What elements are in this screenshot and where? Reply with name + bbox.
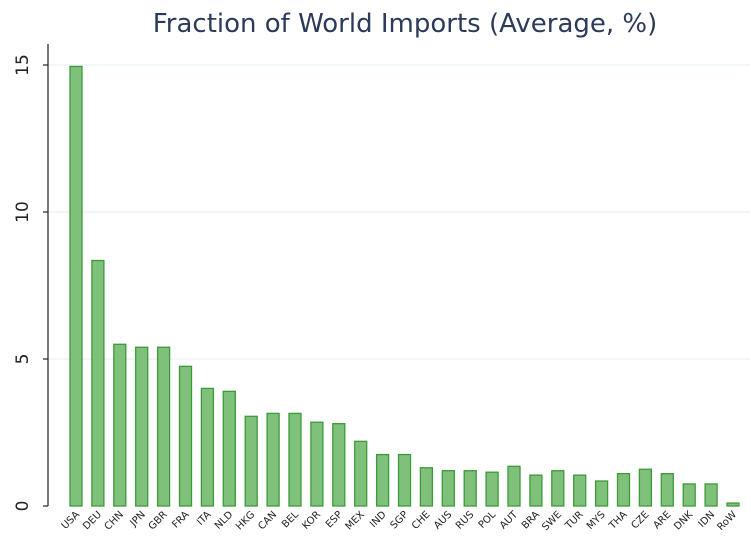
x-tick-label: ARE bbox=[651, 509, 673, 531]
x-tick-label: JPN bbox=[128, 509, 148, 529]
x-tick-label: BEL bbox=[280, 509, 301, 530]
bar-mys bbox=[594, 480, 609, 507]
y-tick-label: 0 bbox=[13, 501, 33, 512]
x-tick-label: NLD bbox=[213, 509, 236, 532]
bar-mex bbox=[354, 440, 368, 507]
x-tick-label: RUS bbox=[454, 509, 476, 531]
chart-title: Fraction of World Imports (Average, %) bbox=[153, 9, 658, 39]
bar-nld bbox=[222, 390, 236, 507]
x-tick-label: DNK bbox=[672, 509, 695, 532]
bar-bra bbox=[529, 474, 543, 507]
bar-idn bbox=[704, 483, 718, 507]
x-tick-label: MYS bbox=[585, 509, 608, 532]
x-tick-label: KOR bbox=[301, 509, 324, 532]
bar-gbr bbox=[156, 346, 171, 507]
bar-rus bbox=[463, 470, 477, 507]
bar-are bbox=[660, 473, 674, 507]
x-tick-label: BRA bbox=[520, 509, 542, 531]
bar-bel bbox=[288, 412, 302, 507]
x-tick-label: ITA bbox=[195, 509, 214, 528]
bar-aut bbox=[507, 465, 521, 507]
x-tick-label: HKG bbox=[234, 509, 257, 532]
x-tick-label: IDN bbox=[697, 509, 718, 530]
x-tick-label: AUT bbox=[498, 509, 521, 532]
y-tick-label: 5 bbox=[13, 354, 33, 365]
bar-cze bbox=[638, 468, 653, 507]
x-tick-label: RoW bbox=[715, 509, 739, 533]
bar-deu bbox=[91, 259, 105, 507]
x-tick-label: MEX bbox=[344, 509, 367, 532]
x-tick-label: TUR bbox=[563, 509, 586, 532]
y-tick-label: 10 bbox=[13, 201, 33, 223]
x-tick-label: GBR bbox=[147, 509, 170, 532]
x-tick-label: AUS bbox=[432, 509, 454, 531]
x-tick-label: IND bbox=[368, 509, 389, 530]
bar-hkg bbox=[244, 415, 258, 507]
bar-kor bbox=[310, 421, 324, 507]
x-tick-label: CAN bbox=[256, 509, 279, 532]
bar-fra bbox=[178, 365, 193, 507]
bar-chn bbox=[113, 343, 127, 507]
bar-swe bbox=[551, 470, 565, 507]
bar-pol bbox=[485, 471, 499, 507]
x-tick-label: SGP bbox=[389, 509, 411, 531]
x-tick-label: POL bbox=[477, 509, 499, 531]
x-tick-label: CZE bbox=[629, 509, 651, 531]
bar-ita bbox=[200, 387, 215, 507]
bar-tur bbox=[573, 474, 587, 507]
x-tick-label: THA bbox=[607, 509, 630, 532]
bar-row bbox=[726, 502, 740, 507]
bar-dnk bbox=[682, 483, 696, 507]
x-tick-label: CHN bbox=[103, 509, 126, 532]
bar-jpn bbox=[135, 346, 149, 507]
bar-tha bbox=[616, 473, 631, 507]
gridlines bbox=[48, 64, 750, 360]
y-tick-label: 15 bbox=[13, 54, 33, 76]
x-tick-label: SWE bbox=[540, 509, 564, 533]
x-tick-label: CHE bbox=[410, 509, 433, 532]
x-tick-label: FRA bbox=[170, 509, 191, 530]
bars bbox=[69, 65, 740, 507]
bar-sgp bbox=[397, 453, 412, 507]
x-tick-label: USA bbox=[60, 509, 83, 532]
bar-usa bbox=[69, 65, 83, 507]
x-tick-label: ESP bbox=[324, 509, 345, 530]
bar-aus bbox=[441, 470, 455, 507]
y-axis-ticks: 0 5 10 15 bbox=[13, 54, 48, 511]
bar-che bbox=[419, 467, 434, 507]
bar-ind bbox=[375, 453, 390, 507]
bar-esp bbox=[332, 423, 346, 507]
bar-can bbox=[266, 412, 280, 507]
x-tick-label: DEU bbox=[81, 509, 104, 532]
